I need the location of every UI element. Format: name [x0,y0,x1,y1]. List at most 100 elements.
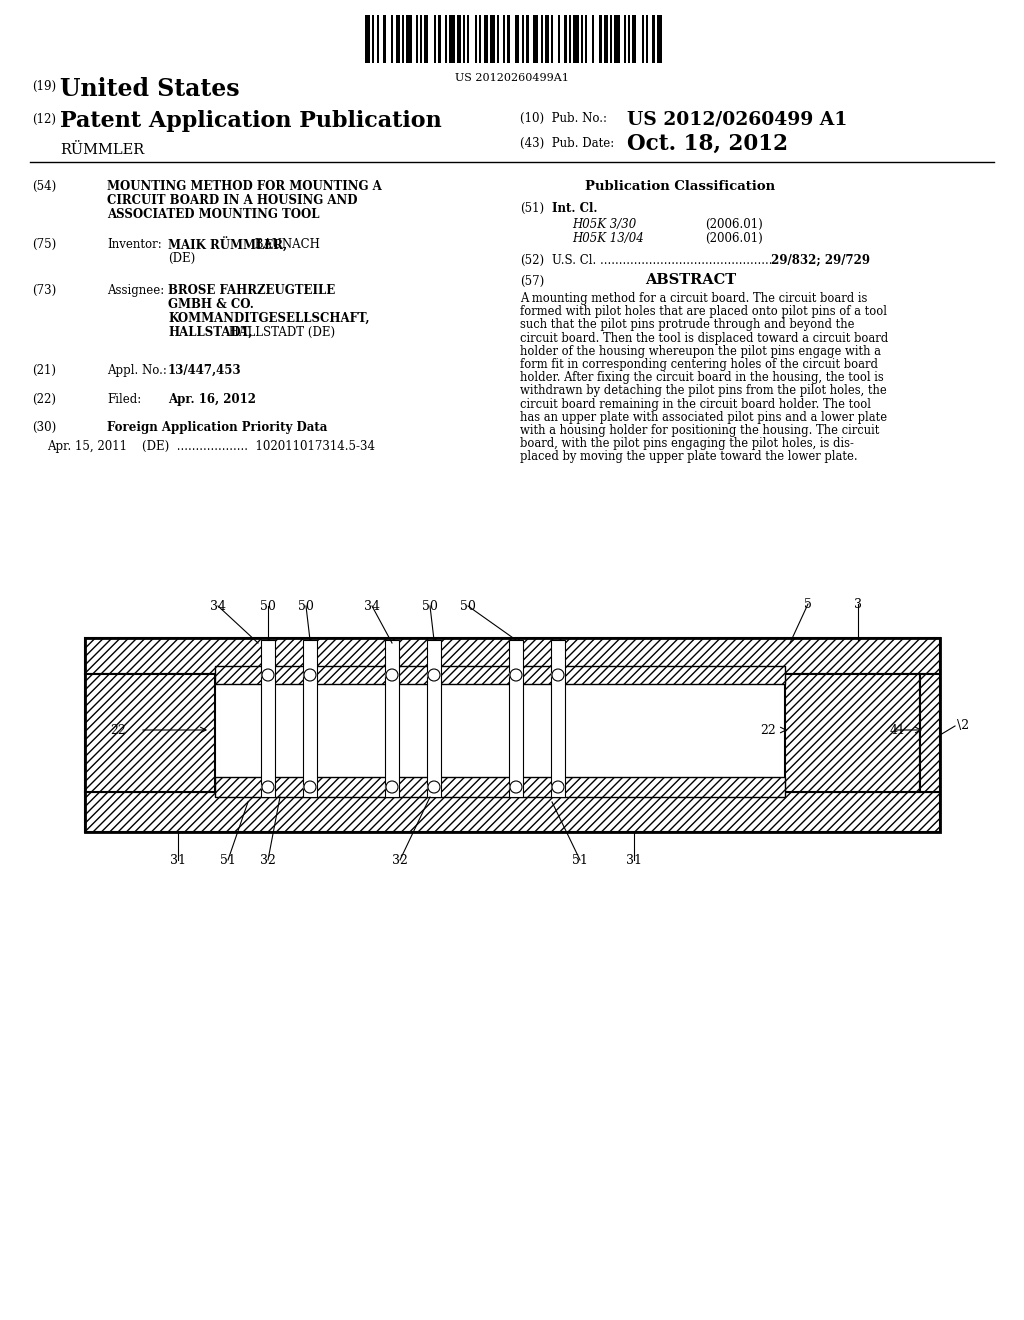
Text: H05K 13/04: H05K 13/04 [572,232,644,246]
Circle shape [428,669,440,681]
Text: Patent Application Publication: Patent Application Publication [60,110,441,132]
Bar [438,15,440,63]
Bar [629,15,630,63]
Text: (54): (54) [32,180,56,193]
Bar [391,15,393,63]
Bar [599,15,601,63]
Text: (22): (22) [32,393,56,407]
Text: KOMMANDITGESELLSCHAFT,: KOMMANDITGESELLSCHAFT, [168,312,370,325]
Circle shape [510,669,522,681]
Text: 50: 50 [298,599,314,612]
Bar [416,15,418,63]
Bar [484,15,488,63]
Text: CIRCUIT BOARD IN A HOUSING AND: CIRCUIT BOARD IN A HOUSING AND [106,194,357,207]
Circle shape [386,669,398,681]
Text: circuit board. Then the tool is displaced toward a circuit board: circuit board. Then the tool is displace… [520,331,888,345]
Text: HALLSTADT (DE): HALLSTADT (DE) [225,326,335,339]
Text: formed with pilot holes that are placed onto pilot pins of a tool: formed with pilot holes that are placed … [520,305,887,318]
Bar [467,15,469,63]
Bar [303,640,317,797]
Text: BAUNACH: BAUNACH [251,238,319,251]
Circle shape [304,669,316,681]
Bar [401,15,404,63]
Bar [603,15,607,63]
Bar [509,640,523,797]
Text: 13/447,453: 13/447,453 [168,364,242,378]
Text: Int. Cl.: Int. Cl. [552,202,597,215]
Bar [568,15,570,63]
Bar [610,15,612,63]
Text: U.S. Cl. ..............................................: U.S. Cl. ...............................… [552,253,772,267]
Bar [85,638,940,675]
Text: US 2012/0260499 A1: US 2012/0260499 A1 [627,110,848,128]
Text: 3: 3 [854,598,862,610]
Text: 34: 34 [364,599,380,612]
Text: Appl. No.:: Appl. No.: [106,364,167,378]
Bar [581,15,584,63]
Text: Inventor:: Inventor: [106,238,162,251]
Text: (2006.01): (2006.01) [705,232,763,246]
Bar [457,15,461,63]
Bar [526,15,528,63]
Bar [507,15,510,63]
Text: Oct. 18, 2012: Oct. 18, 2012 [627,133,788,154]
Text: holder. After fixing the circuit board in the housing, the tool is: holder. After fixing the circuit board i… [520,371,884,384]
Text: 41: 41 [890,723,906,737]
Text: Filed:: Filed: [106,393,141,407]
Bar [463,15,465,63]
Text: 50: 50 [422,599,438,612]
Text: 32: 32 [392,854,408,866]
Text: US 20120260499A1: US 20120260499A1 [455,73,569,83]
Bar [434,15,436,63]
Text: (52): (52) [520,253,544,267]
Text: has an upper plate with associated pilot pins and a lower plate: has an upper plate with associated pilot… [520,411,887,424]
Bar [573,15,579,63]
Bar [545,15,549,63]
Bar [427,640,441,797]
Text: Foreign Application Priority Data: Foreign Application Priority Data [106,421,328,434]
Bar [385,640,399,797]
Text: ASSOCIATED MOUNTING TOOL: ASSOCIATED MOUNTING TOOL [106,209,319,220]
Circle shape [552,781,564,793]
Bar [586,15,588,63]
Text: United States: United States [60,77,240,102]
Text: 5: 5 [804,598,812,610]
Bar [515,15,519,63]
Text: with a housing holder for positioning the housing. The circuit: with a housing holder for positioning th… [520,424,880,437]
Bar [504,15,505,63]
Bar [614,15,620,63]
Bar [373,15,375,63]
Text: form fit in corresponding centering holes of the circuit board: form fit in corresponding centering hole… [520,358,878,371]
Bar [642,15,644,63]
Bar [522,15,524,63]
Text: withdrawn by detaching the pilot pins from the pilot holes, the: withdrawn by detaching the pilot pins fr… [520,384,887,397]
Bar [365,15,371,63]
Bar [215,667,785,684]
Circle shape [552,669,564,681]
Bar [450,15,455,63]
Text: MAIK RÜMMLER,: MAIK RÜMMLER, [168,238,287,253]
Text: 50: 50 [460,599,476,612]
Text: HALLSTADT,: HALLSTADT, [168,326,252,339]
Bar [489,15,496,63]
Text: 51: 51 [220,854,236,866]
Circle shape [428,781,440,793]
Circle shape [304,781,316,793]
Text: 22: 22 [111,723,126,737]
Bar [383,15,386,63]
Bar [444,15,446,63]
Bar [592,15,594,63]
Text: A mounting method for a circuit board. The circuit board is: A mounting method for a circuit board. T… [520,292,867,305]
Bar [558,15,560,63]
Bar [632,15,636,63]
Bar [261,640,275,797]
Text: 51: 51 [572,854,588,866]
Text: (73): (73) [32,284,56,297]
Bar [85,638,940,832]
Text: (2006.01): (2006.01) [705,218,763,231]
Bar [657,15,663,63]
Text: RÜMMLER: RÜMMLER [60,143,144,157]
Text: such that the pilot pins protrude through and beyond the: such that the pilot pins protrude throug… [520,318,854,331]
Bar [541,15,543,63]
Bar [425,15,428,63]
